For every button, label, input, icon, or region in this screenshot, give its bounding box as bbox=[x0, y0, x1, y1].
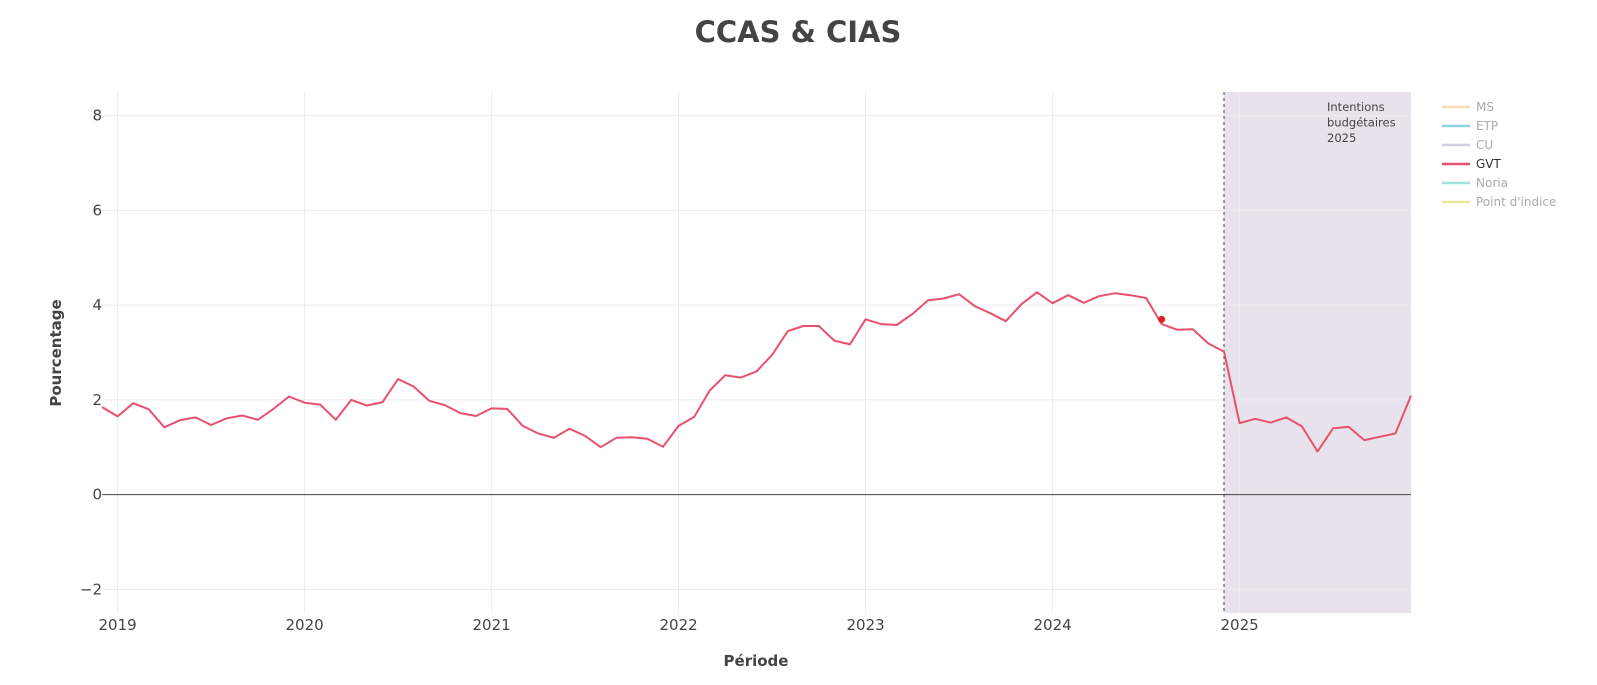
x-tick-label: 2025 bbox=[1220, 616, 1258, 634]
y-axis-label: Pourcentage bbox=[47, 299, 65, 406]
y-tick-label: 6 bbox=[92, 201, 102, 219]
legend-item-gvt[interactable]: GVT bbox=[1442, 157, 1502, 171]
x-tick-label: 2021 bbox=[472, 616, 510, 634]
y-tick-label: −2 bbox=[80, 580, 102, 598]
forecast-label: 2025 bbox=[1327, 131, 1356, 145]
legend-label: Noria bbox=[1476, 176, 1508, 190]
y-tick-label: 2 bbox=[92, 391, 102, 409]
plot-area bbox=[102, 92, 1411, 613]
forecast-label: budgétaires bbox=[1327, 116, 1396, 130]
series-line-gvt bbox=[101, 291, 1412, 453]
legend-label: Point d'indice bbox=[1476, 195, 1556, 209]
legend-label: ETP bbox=[1476, 119, 1498, 133]
legend-item-ms[interactable]: MS bbox=[1442, 100, 1494, 114]
forecast-label: Intentions bbox=[1327, 100, 1385, 114]
chart-title: CCAS & CIAS bbox=[695, 15, 902, 49]
x-tick-label: 2022 bbox=[659, 616, 697, 634]
legend-label: MS bbox=[1476, 100, 1494, 114]
x-axis-label: Période bbox=[724, 652, 789, 670]
forecast-region bbox=[1224, 92, 1411, 613]
legend-item-etp[interactable]: ETP bbox=[1442, 119, 1498, 133]
x-tick-label: 2024 bbox=[1033, 616, 1071, 634]
y-tick-label: 4 bbox=[92, 296, 102, 314]
legend-label: CU bbox=[1476, 138, 1493, 152]
legend-label: GVT bbox=[1476, 157, 1502, 171]
legend-item-noria[interactable]: Noria bbox=[1442, 176, 1508, 190]
x-tick-label: 2023 bbox=[846, 616, 884, 634]
x-tick-label: 2019 bbox=[98, 616, 136, 634]
legend[interactable]: MS ETP CU GVT Noria Point d'indice bbox=[1442, 100, 1556, 209]
legend-item-cu[interactable]: CU bbox=[1442, 138, 1493, 152]
highlight-point bbox=[1158, 315, 1166, 323]
legend-item-point-d-indice[interactable]: Point d'indice bbox=[1442, 195, 1556, 209]
y-tick-label: 8 bbox=[92, 107, 102, 125]
y-tick-label: 0 bbox=[92, 486, 102, 504]
x-tick-label: 2020 bbox=[285, 616, 323, 634]
